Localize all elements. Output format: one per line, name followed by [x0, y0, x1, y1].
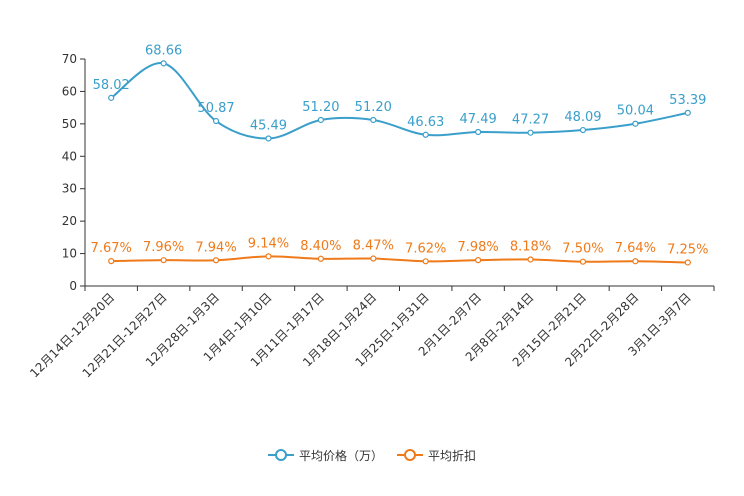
- legend-discount-label: 平均折扣: [428, 448, 477, 463]
- data-point-discount: [370, 255, 377, 262]
- data-point-price: [579, 126, 587, 134]
- data-point-price: [684, 109, 691, 116]
- data-label-price: 47.27: [512, 113, 549, 128]
- data-label-price: 68.66: [145, 43, 182, 58]
- y-tick-label: 20: [62, 214, 77, 228]
- y-tick-label: 30: [62, 182, 77, 196]
- data-label-discount: 8.40%: [300, 239, 341, 254]
- data-label-price: 50.87: [197, 101, 234, 116]
- data-point-price: [160, 60, 167, 67]
- data-point-discount: [475, 257, 482, 264]
- x-tick-label: 12月14日-12月20日: [27, 290, 117, 380]
- data-label-discount: 9.14%: [248, 236, 289, 251]
- legend-item-price[interactable]: 平均价格（万）: [267, 447, 383, 464]
- data-label-price: 46.63: [407, 115, 444, 130]
- data-point-price: [422, 131, 429, 138]
- data-label-price: 45.49: [250, 118, 287, 133]
- data-point-discount: [160, 257, 167, 264]
- data-label-price: 48.09: [564, 110, 601, 125]
- data-label-price: 51.20: [302, 100, 339, 115]
- legend-discount-marker: [397, 449, 423, 461]
- legend-price-marker: [267, 449, 294, 461]
- data-point-price: [108, 94, 115, 101]
- data-label-discount: 8.47%: [353, 239, 394, 254]
- data-point-discount: [527, 256, 534, 263]
- data-label-price: 53.39: [669, 93, 706, 108]
- legend-price-label: 平均价格（万）: [298, 448, 383, 463]
- data-label-discount: 7.64%: [615, 241, 656, 256]
- data-point-discount: [422, 258, 429, 265]
- legend: 平均价格（万） 平均折扣: [0, 444, 744, 466]
- data-label-discount: 7.67%: [91, 241, 132, 256]
- data-point-price: [265, 135, 272, 142]
- y-tick-label: 50: [62, 117, 77, 131]
- series-line-discount: [111, 255, 688, 264]
- data-label-discount: 7.62%: [405, 241, 446, 256]
- data-point-price: [632, 120, 639, 127]
- data-point-price: [212, 117, 220, 125]
- data-point-discount: [632, 258, 639, 265]
- y-tick-label: 10: [62, 247, 77, 261]
- legend-item-discount[interactable]: 平均折扣: [397, 447, 476, 464]
- data-point-price: [317, 116, 324, 124]
- data-point-discount: [317, 255, 324, 262]
- data-point-discount: [212, 257, 220, 264]
- data-label-discount: 7.94%: [195, 240, 236, 255]
- data-point-price: [475, 128, 482, 136]
- y-tick-label: 40: [62, 149, 77, 163]
- data-label-discount: 8.18%: [510, 239, 551, 254]
- data-point-discount: [684, 259, 691, 266]
- data-label-price: 58.02: [93, 78, 130, 93]
- data-point-price: [527, 129, 534, 136]
- y-tick-label: 60: [62, 84, 77, 98]
- line-chart: 01020304050607012月14日-12月20日12月21日-12月27…: [27, 43, 715, 380]
- data-label-discount: 7.98%: [457, 240, 498, 255]
- data-point-discount: [108, 258, 115, 265]
- data-label-discount: 7.25%: [667, 242, 708, 257]
- data-label-price: 50.04: [617, 104, 654, 119]
- data-point-discount: [265, 253, 272, 260]
- data-label-discount: 7.96%: [143, 240, 184, 255]
- y-tick-label: 0: [69, 279, 77, 293]
- data-point-price: [370, 116, 377, 124]
- data-point-discount: [579, 258, 587, 265]
- data-label-price: 51.20: [355, 100, 392, 115]
- data-label-price: 47.49: [460, 112, 497, 127]
- y-tick-label: 70: [62, 52, 77, 66]
- data-label-discount: 7.50%: [562, 242, 603, 257]
